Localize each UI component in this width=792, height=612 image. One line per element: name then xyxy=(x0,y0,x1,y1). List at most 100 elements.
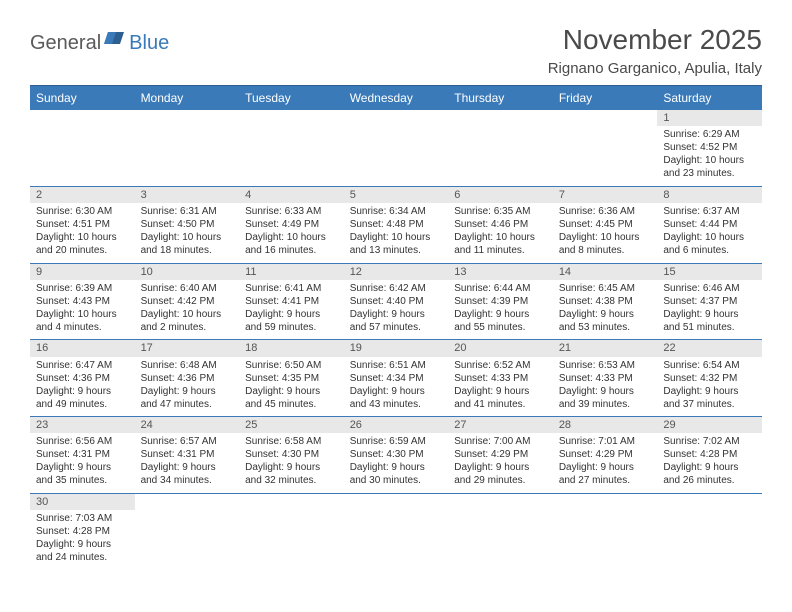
sunset-text: Sunset: 4:28 PM xyxy=(663,448,756,461)
sunrise-text: Sunrise: 6:41 AM xyxy=(245,282,338,295)
day-number-cell: 21 xyxy=(553,340,658,357)
day-number-cell: 10 xyxy=(135,263,240,280)
day-data-row: Sunrise: 6:30 AMSunset: 4:51 PMDaylight:… xyxy=(30,203,762,263)
daylight-text: Daylight: 9 hours xyxy=(245,308,338,321)
sunrise-text: Sunrise: 6:39 AM xyxy=(36,282,129,295)
sunrise-text: Sunrise: 6:47 AM xyxy=(36,359,129,372)
day-number-cell: 17 xyxy=(135,340,240,357)
sunrise-text: Sunrise: 7:02 AM xyxy=(663,435,756,448)
daylight-text: and 23 minutes. xyxy=(663,167,756,180)
day-number-cell xyxy=(30,110,135,126)
day-data-cell: Sunrise: 6:31 AMSunset: 4:50 PMDaylight:… xyxy=(135,203,240,263)
daylight-text: and 39 minutes. xyxy=(559,398,652,411)
day-number-row: 2345678 xyxy=(30,186,762,203)
day-data-cell xyxy=(553,510,658,570)
day-data-cell: Sunrise: 6:54 AMSunset: 4:32 PMDaylight:… xyxy=(657,357,762,417)
daylight-text: and 34 minutes. xyxy=(141,474,234,487)
day-data-cell xyxy=(239,126,344,186)
weekday-header: Thursday xyxy=(448,86,553,111)
sunset-text: Sunset: 4:28 PM xyxy=(36,525,129,538)
day-data-cell: Sunrise: 6:46 AMSunset: 4:37 PMDaylight:… xyxy=(657,280,762,340)
daylight-text: and 16 minutes. xyxy=(245,244,338,257)
sunrise-text: Sunrise: 6:51 AM xyxy=(350,359,443,372)
day-number-cell: 5 xyxy=(344,186,449,203)
sunset-text: Sunset: 4:35 PM xyxy=(245,372,338,385)
sunrise-text: Sunrise: 7:01 AM xyxy=(559,435,652,448)
daylight-text: and 51 minutes. xyxy=(663,321,756,334)
daylight-text: and 26 minutes. xyxy=(663,474,756,487)
daylight-text: Daylight: 9 hours xyxy=(663,385,756,398)
day-data-cell xyxy=(135,510,240,570)
daylight-text: Daylight: 10 hours xyxy=(36,308,129,321)
sunrise-text: Sunrise: 6:50 AM xyxy=(245,359,338,372)
day-number-cell: 19 xyxy=(344,340,449,357)
weekday-header: Sunday xyxy=(30,86,135,111)
sunset-text: Sunset: 4:37 PM xyxy=(663,295,756,308)
day-number-cell: 18 xyxy=(239,340,344,357)
day-data-cell: Sunrise: 6:42 AMSunset: 4:40 PMDaylight:… xyxy=(344,280,449,340)
day-number-cell xyxy=(135,493,240,510)
day-data-cell: Sunrise: 6:58 AMSunset: 4:30 PMDaylight:… xyxy=(239,433,344,493)
sunset-text: Sunset: 4:51 PM xyxy=(36,218,129,231)
daylight-text: Daylight: 9 hours xyxy=(350,308,443,321)
sunset-text: Sunset: 4:40 PM xyxy=(350,295,443,308)
day-number-cell: 13 xyxy=(448,263,553,280)
daylight-text: and 57 minutes. xyxy=(350,321,443,334)
day-number-cell xyxy=(448,493,553,510)
day-number-cell: 8 xyxy=(657,186,762,203)
sunrise-text: Sunrise: 6:58 AM xyxy=(245,435,338,448)
weekday-header: Monday xyxy=(135,86,240,111)
daylight-text: and 2 minutes. xyxy=(141,321,234,334)
sunset-text: Sunset: 4:39 PM xyxy=(454,295,547,308)
day-number-cell: 24 xyxy=(135,417,240,434)
day-data-row: Sunrise: 6:29 AMSunset: 4:52 PMDaylight:… xyxy=(30,126,762,186)
sunset-text: Sunset: 4:44 PM xyxy=(663,218,756,231)
daylight-text: Daylight: 10 hours xyxy=(36,231,129,244)
day-data-cell xyxy=(553,126,658,186)
day-data-row: Sunrise: 6:39 AMSunset: 4:43 PMDaylight:… xyxy=(30,280,762,340)
day-data-cell: Sunrise: 6:41 AMSunset: 4:41 PMDaylight:… xyxy=(239,280,344,340)
daylight-text: and 43 minutes. xyxy=(350,398,443,411)
daylight-text: Daylight: 9 hours xyxy=(663,308,756,321)
day-number-cell: 20 xyxy=(448,340,553,357)
weekday-header: Tuesday xyxy=(239,86,344,111)
daylight-text: and 32 minutes. xyxy=(245,474,338,487)
month-title: November 2025 xyxy=(548,24,762,56)
day-data-cell: Sunrise: 6:30 AMSunset: 4:51 PMDaylight:… xyxy=(30,203,135,263)
day-data-cell xyxy=(448,126,553,186)
day-data-cell xyxy=(448,510,553,570)
weekday-header: Wednesday xyxy=(344,86,449,111)
sunset-text: Sunset: 4:33 PM xyxy=(559,372,652,385)
day-number-row: 23242526272829 xyxy=(30,417,762,434)
day-data-cell: Sunrise: 6:59 AMSunset: 4:30 PMDaylight:… xyxy=(344,433,449,493)
day-data-cell: Sunrise: 6:33 AMSunset: 4:49 PMDaylight:… xyxy=(239,203,344,263)
day-data-cell: Sunrise: 6:37 AMSunset: 4:44 PMDaylight:… xyxy=(657,203,762,263)
day-number-cell: 9 xyxy=(30,263,135,280)
day-data-cell xyxy=(344,126,449,186)
day-data-cell: Sunrise: 7:02 AMSunset: 4:28 PMDaylight:… xyxy=(657,433,762,493)
day-number-cell: 16 xyxy=(30,340,135,357)
day-data-cell: Sunrise: 6:57 AMSunset: 4:31 PMDaylight:… xyxy=(135,433,240,493)
day-number-cell: 26 xyxy=(344,417,449,434)
daylight-text: Daylight: 9 hours xyxy=(141,385,234,398)
day-number-cell xyxy=(239,110,344,126)
day-number-cell: 30 xyxy=(30,493,135,510)
sunset-text: Sunset: 4:50 PM xyxy=(141,218,234,231)
sunrise-text: Sunrise: 6:34 AM xyxy=(350,205,443,218)
daylight-text: Daylight: 9 hours xyxy=(559,461,652,474)
daylight-text: and 18 minutes. xyxy=(141,244,234,257)
day-number-cell: 25 xyxy=(239,417,344,434)
day-number-cell xyxy=(448,110,553,126)
daylight-text: Daylight: 9 hours xyxy=(245,385,338,398)
day-number-cell: 23 xyxy=(30,417,135,434)
daylight-text: and 6 minutes. xyxy=(663,244,756,257)
day-data-cell: Sunrise: 6:56 AMSunset: 4:31 PMDaylight:… xyxy=(30,433,135,493)
daylight-text: and 30 minutes. xyxy=(350,474,443,487)
sunrise-text: Sunrise: 6:36 AM xyxy=(559,205,652,218)
day-data-cell: Sunrise: 6:35 AMSunset: 4:46 PMDaylight:… xyxy=(448,203,553,263)
day-number-cell xyxy=(344,110,449,126)
sunset-text: Sunset: 4:34 PM xyxy=(350,372,443,385)
day-data-cell xyxy=(657,510,762,570)
sunset-text: Sunset: 4:43 PM xyxy=(36,295,129,308)
flag-icon xyxy=(104,30,126,51)
